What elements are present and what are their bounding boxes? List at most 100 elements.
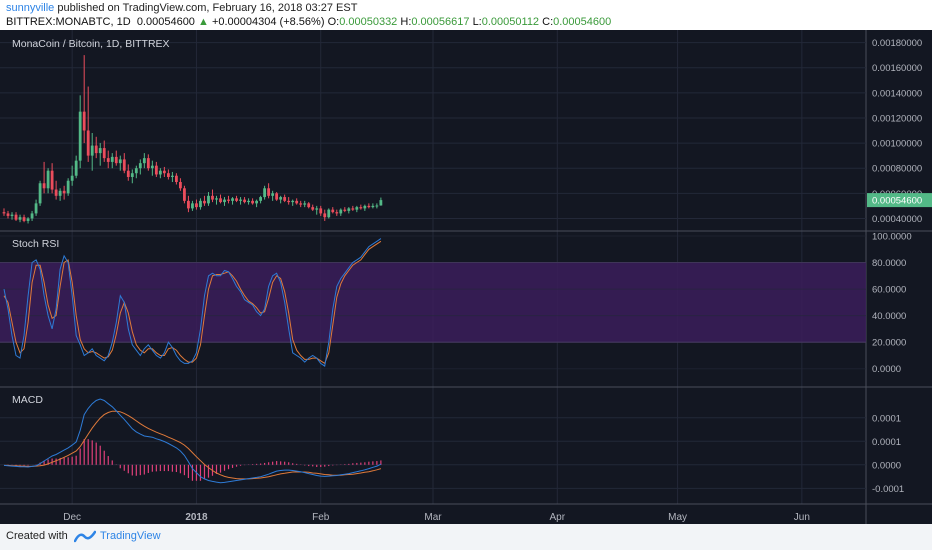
candle-body xyxy=(14,214,18,220)
candle-body xyxy=(291,200,295,203)
candle-body xyxy=(191,203,194,209)
candle-body xyxy=(351,208,355,210)
candle-body xyxy=(162,170,166,174)
price-tick-label: 0.00180000 xyxy=(872,38,922,49)
candle-body xyxy=(42,183,46,189)
candle-body xyxy=(243,199,246,203)
candle-body xyxy=(315,208,319,210)
price-tick-label: 0.00100000 xyxy=(872,139,922,150)
candle-body xyxy=(118,159,122,164)
stoch-tick-label: 60.0000 xyxy=(872,285,906,296)
author-link[interactable]: sunnyville xyxy=(6,2,55,14)
candle-body xyxy=(74,160,78,176)
time-axis-label: Apr xyxy=(550,512,566,523)
candle-body xyxy=(219,198,222,203)
candle-body xyxy=(78,111,82,161)
candle-body xyxy=(142,158,146,164)
ohlc-header: BITTREX:MONABTC, 1D 0.00054600 ▲ +0.0000… xyxy=(6,16,611,30)
stoch-k-line xyxy=(3,238,382,367)
candle-body xyxy=(106,158,110,162)
close-value: 0.00054600 xyxy=(553,16,612,28)
low-label: L: xyxy=(472,16,482,28)
last-price-tag xyxy=(867,193,932,208)
candle-body xyxy=(267,188,271,196)
stoch-tick-label: 40.0000 xyxy=(872,311,906,322)
chart-area[interactable]: 0.00180000 0.00160000 0.00140000 0.00120000… xyxy=(0,30,932,524)
time-axis-label: 2018 xyxy=(185,512,208,523)
candle-body xyxy=(259,197,263,201)
candle-body xyxy=(26,218,30,221)
candle-body xyxy=(154,165,158,175)
price-change: +0.00004304 (+8.56%) xyxy=(211,16,325,28)
candle-body xyxy=(263,188,267,198)
high-label: H: xyxy=(400,16,412,28)
candle-body xyxy=(54,189,58,196)
candle-body xyxy=(183,188,186,201)
time-axis-label: Dec xyxy=(63,512,81,523)
candle-body xyxy=(375,205,379,207)
candle-body xyxy=(130,173,134,177)
candle-body xyxy=(187,200,190,209)
candle-body xyxy=(90,145,94,156)
time-axis-label: Feb xyxy=(312,512,330,523)
candle-body xyxy=(10,214,14,216)
price-tick-label: 0.00040000 xyxy=(872,214,922,225)
candle-body xyxy=(18,217,22,220)
candle-body xyxy=(38,183,42,204)
price-tick-label: 0.00160000 xyxy=(872,63,922,74)
candle-body xyxy=(327,209,331,218)
candle-body xyxy=(295,200,299,204)
candle-body xyxy=(199,200,202,208)
macd-line xyxy=(3,398,382,484)
candle-body xyxy=(6,213,10,216)
candle-body xyxy=(179,182,182,189)
symbol-label: BITTREX:MONABTC, 1D xyxy=(6,16,131,28)
candle-body xyxy=(94,145,98,154)
candle-body xyxy=(307,203,311,208)
macd-tick-label: 0.0001 xyxy=(872,413,901,424)
candle-body xyxy=(235,198,238,201)
candle-body xyxy=(335,212,339,214)
macd-signal-line xyxy=(4,410,382,480)
candle-body xyxy=(255,200,258,204)
candle-body xyxy=(126,170,130,177)
candle-body xyxy=(50,170,54,190)
created-with-label: Created with xyxy=(6,530,68,542)
candle-body xyxy=(2,212,6,214)
close-label: C: xyxy=(542,16,554,28)
stoch-tick-label: 80.0000 xyxy=(872,258,906,269)
high-value: 0.00056617 xyxy=(411,16,470,28)
candle-body xyxy=(339,209,343,214)
candle-body xyxy=(211,195,214,200)
last-price-tag-label: 0.00054600 xyxy=(872,196,922,207)
candle-body xyxy=(227,199,230,201)
candle-body xyxy=(170,175,174,177)
candle-body xyxy=(70,175,74,181)
stoch-tick-label: 100.0000 xyxy=(872,231,912,242)
candle-body xyxy=(303,203,307,205)
stoch-tick-label: 0.0000 xyxy=(872,364,901,375)
candle-body xyxy=(311,207,315,210)
change-up-icon: ▲ xyxy=(198,16,209,28)
tradingview-logo-icon[interactable] xyxy=(74,529,96,545)
candle-body xyxy=(82,111,86,131)
candle-body xyxy=(247,200,250,203)
stoch-rsi-title: Stoch RSI xyxy=(12,238,59,250)
candle-body xyxy=(371,205,375,208)
time-axis-label: Mar xyxy=(424,512,442,523)
candle-body xyxy=(319,208,323,214)
candle-body xyxy=(114,156,118,164)
candle-body xyxy=(283,197,287,201)
candle-body xyxy=(46,170,50,189)
tradingview-link[interactable]: TradingView xyxy=(100,530,161,542)
candle-body xyxy=(279,197,283,200)
candle-body xyxy=(34,203,38,214)
candle-body xyxy=(30,213,34,219)
candle-body xyxy=(359,207,363,209)
candle-body xyxy=(207,195,210,204)
candle-body xyxy=(138,163,142,169)
macd-tick-label: 0.0001 xyxy=(872,437,901,448)
candle-body xyxy=(110,156,114,162)
macd-tick-label: -0.0001 xyxy=(872,484,904,495)
macd-title: MACD xyxy=(12,394,43,406)
